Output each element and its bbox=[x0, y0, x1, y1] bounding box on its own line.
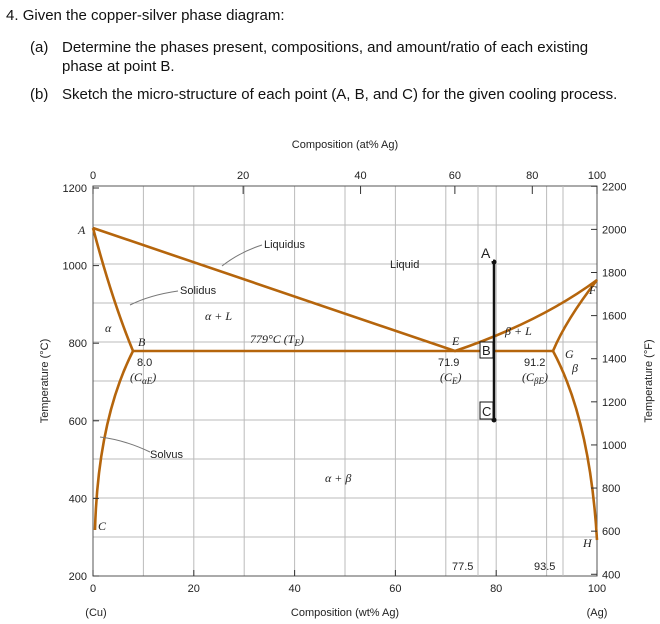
axis-title: Temperature (°F) bbox=[643, 339, 655, 422]
solvus-curve bbox=[93, 350, 135, 531]
label: A bbox=[77, 223, 86, 237]
solidus-curve bbox=[551, 279, 599, 352]
label: 779°C (TE) bbox=[250, 332, 304, 348]
label-part: ) bbox=[151, 370, 156, 384]
y2-tick-label: 2000 bbox=[602, 224, 626, 236]
arrow bbox=[129, 290, 179, 306]
point-label: C bbox=[482, 404, 491, 419]
axis-title: Composition (at% Ag) bbox=[292, 139, 398, 151]
label: α bbox=[105, 321, 112, 335]
arrow bbox=[221, 244, 263, 267]
label: (CE) bbox=[440, 370, 462, 386]
label: 93.5 bbox=[534, 561, 555, 573]
end-label: (Ag) bbox=[587, 607, 608, 619]
label: β bbox=[571, 361, 578, 375]
label-part: ) bbox=[457, 370, 462, 384]
label: β + L bbox=[504, 324, 532, 338]
y2-tick-label: 600 bbox=[602, 526, 620, 538]
label: (CαE) bbox=[130, 370, 156, 386]
axis-title: Composition (wt% Ag) bbox=[291, 607, 399, 619]
solidus-curve bbox=[91, 227, 135, 352]
arrow bbox=[99, 436, 151, 453]
x-tick-label: 20 bbox=[188, 583, 200, 595]
y-tick-label: 600 bbox=[69, 416, 87, 428]
label: (CβE) bbox=[522, 370, 548, 386]
label-part: (C bbox=[522, 370, 535, 384]
label: F bbox=[588, 283, 597, 297]
label: α + β bbox=[325, 471, 351, 485]
label-part: ) bbox=[299, 332, 304, 346]
label-sub: αE bbox=[142, 376, 153, 386]
label-part: (C bbox=[130, 370, 143, 384]
y-tick-label: 800 bbox=[69, 338, 87, 350]
label: B bbox=[138, 335, 146, 349]
liquidus-curve bbox=[92, 226, 598, 353]
part-label: (b) bbox=[30, 86, 49, 103]
point-box bbox=[479, 401, 494, 420]
end-label: (Cu) bbox=[85, 607, 106, 619]
y-tick-label: 1000 bbox=[63, 261, 87, 273]
label: Solidus bbox=[180, 285, 217, 297]
label: C bbox=[98, 519, 107, 533]
x-tick-label: 0 bbox=[90, 583, 96, 595]
part-text: Determine the phases present, compositio… bbox=[62, 39, 589, 75]
x-tick-label: 100 bbox=[588, 583, 606, 595]
y2-tick-label: 1800 bbox=[602, 267, 626, 279]
label: 91.2 bbox=[524, 357, 545, 369]
top-tick-label: 0 bbox=[90, 170, 96, 182]
y2-tick-label: 1400 bbox=[602, 354, 626, 366]
x-tick-label: 60 bbox=[389, 583, 401, 595]
label-part: 779°C (T bbox=[250, 332, 296, 346]
point-label: B bbox=[482, 343, 491, 358]
y2-tick-label: 400 bbox=[602, 569, 620, 581]
point-box bbox=[480, 245, 493, 261]
top-tick-label: 40 bbox=[354, 170, 366, 182]
axis-title: Temperature (°C) bbox=[39, 339, 51, 423]
label: 71.9 bbox=[438, 357, 459, 369]
part-a: (a) Determine the phases present, composi… bbox=[30, 38, 630, 76]
y2-tick-label: 800 bbox=[602, 483, 620, 495]
y-tick-label: 400 bbox=[69, 493, 87, 505]
label-sub: E bbox=[293, 338, 300, 348]
label-part: (C bbox=[440, 370, 453, 384]
question-text: Given the copper-silver phase diagram: bbox=[22, 7, 285, 24]
label: Liquidus bbox=[264, 239, 305, 251]
top-tick-label: 20 bbox=[237, 170, 249, 182]
part-text: Sketch the micro-structure of each point… bbox=[62, 86, 618, 103]
y2-tick-label: 1200 bbox=[602, 397, 626, 409]
label: E bbox=[451, 334, 460, 348]
y-tick-label: 1200 bbox=[63, 183, 87, 195]
point-label: A bbox=[481, 245, 491, 261]
label: 77.5 bbox=[452, 561, 473, 573]
label-part: ) bbox=[543, 370, 548, 384]
question-number: 4. bbox=[6, 7, 19, 24]
part-b: (b) Sketch the micro-structure of each po… bbox=[30, 85, 630, 104]
top-tick-label: 80 bbox=[526, 170, 538, 182]
y2-tick-label: 1000 bbox=[602, 440, 626, 452]
top-tick-label: 60 bbox=[449, 170, 461, 182]
x-tick-label: 40 bbox=[288, 583, 300, 595]
label: 8.0 bbox=[137, 357, 152, 369]
point-box bbox=[479, 341, 494, 359]
y2-tick-label: 2200 bbox=[602, 181, 626, 193]
label-sub: E bbox=[451, 376, 458, 386]
x-tick-label: 80 bbox=[490, 583, 502, 595]
label: α + L bbox=[205, 309, 232, 323]
frame bbox=[92, 185, 598, 577]
solvus-curve bbox=[551, 350, 599, 541]
y2-tick-label: 1600 bbox=[602, 311, 626, 323]
label: Solvus bbox=[150, 449, 184, 461]
label: G bbox=[565, 347, 574, 361]
y-tick-label: 200 bbox=[69, 571, 87, 583]
part-label: (a) bbox=[30, 39, 49, 56]
question: 4. Given the copper-silver phase diagram… bbox=[6, 6, 284, 25]
label: H bbox=[582, 536, 593, 550]
label: Liquid bbox=[390, 259, 419, 271]
top-tick-label: 100 bbox=[588, 170, 606, 182]
label-sub: βE bbox=[533, 376, 544, 386]
